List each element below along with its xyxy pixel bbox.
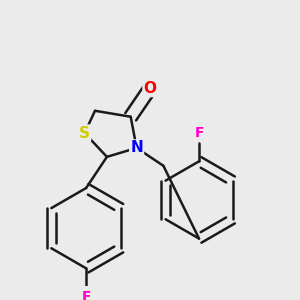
Text: S: S [79, 126, 90, 141]
Text: O: O [143, 81, 157, 96]
Text: F: F [194, 126, 204, 140]
Text: F: F [81, 290, 91, 300]
Text: N: N [130, 140, 143, 155]
